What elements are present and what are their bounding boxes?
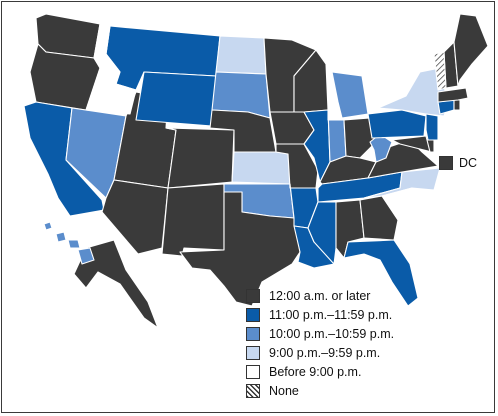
legend-item-eleven: 11:00 p.m.–11:59 p.m. (246, 307, 392, 323)
legend-item-before-nine: Before 9:00 p.m. (246, 364, 361, 380)
state-co (165, 127, 235, 189)
state-vt (433, 51, 447, 91)
dc-text: DC (459, 156, 478, 170)
legend-item-ten: 10:00 p.m.–10:59 p.m. (246, 326, 394, 342)
state-ak (73, 239, 159, 329)
state-ma (437, 87, 469, 103)
state-wy (135, 71, 217, 127)
legend-label-none: None (269, 384, 299, 398)
legend-swatch-eleven (246, 308, 260, 322)
state-fl (343, 239, 419, 307)
legend-label-eleven: 11:00 p.m.–11:59 p.m. (269, 308, 393, 322)
legend-item-midnight: 12:00 a.m. or later (246, 288, 370, 304)
legend-swatch-midnight (246, 289, 260, 303)
legend-item-nine: 9:00 p.m.–9:59 p.m. (246, 345, 380, 361)
state-oh (343, 117, 377, 159)
legend-label-before-nine: Before 9:00 p.m. (269, 365, 362, 379)
legend-swatch-none (246, 384, 260, 398)
legend-item-none: None (246, 383, 299, 399)
legend-swatch-nine (246, 346, 260, 360)
state-id (85, 23, 137, 115)
state-md (391, 135, 433, 153)
legend-label-midnight: 12:00 a.m. or later (269, 289, 371, 303)
state-nd (215, 35, 267, 75)
state-sc (381, 187, 423, 221)
state-ks (231, 151, 291, 185)
state-me (453, 13, 489, 87)
state-ri (453, 99, 461, 111)
dc-swatch (439, 156, 453, 170)
legend-swatch-before-nine (246, 365, 260, 379)
state-mi (331, 71, 369, 119)
state-pa (367, 109, 427, 139)
dc-label: DC (439, 156, 477, 170)
state-hi (43, 221, 95, 265)
legend-label-nine: 9:00 p.m.–9:59 p.m. (269, 346, 381, 360)
legend-label-ten: 10:00 p.m.–10:59 p.m. (269, 327, 395, 341)
state-nj (425, 113, 439, 141)
legend-swatch-ten (246, 327, 260, 341)
state-nm (161, 183, 225, 257)
